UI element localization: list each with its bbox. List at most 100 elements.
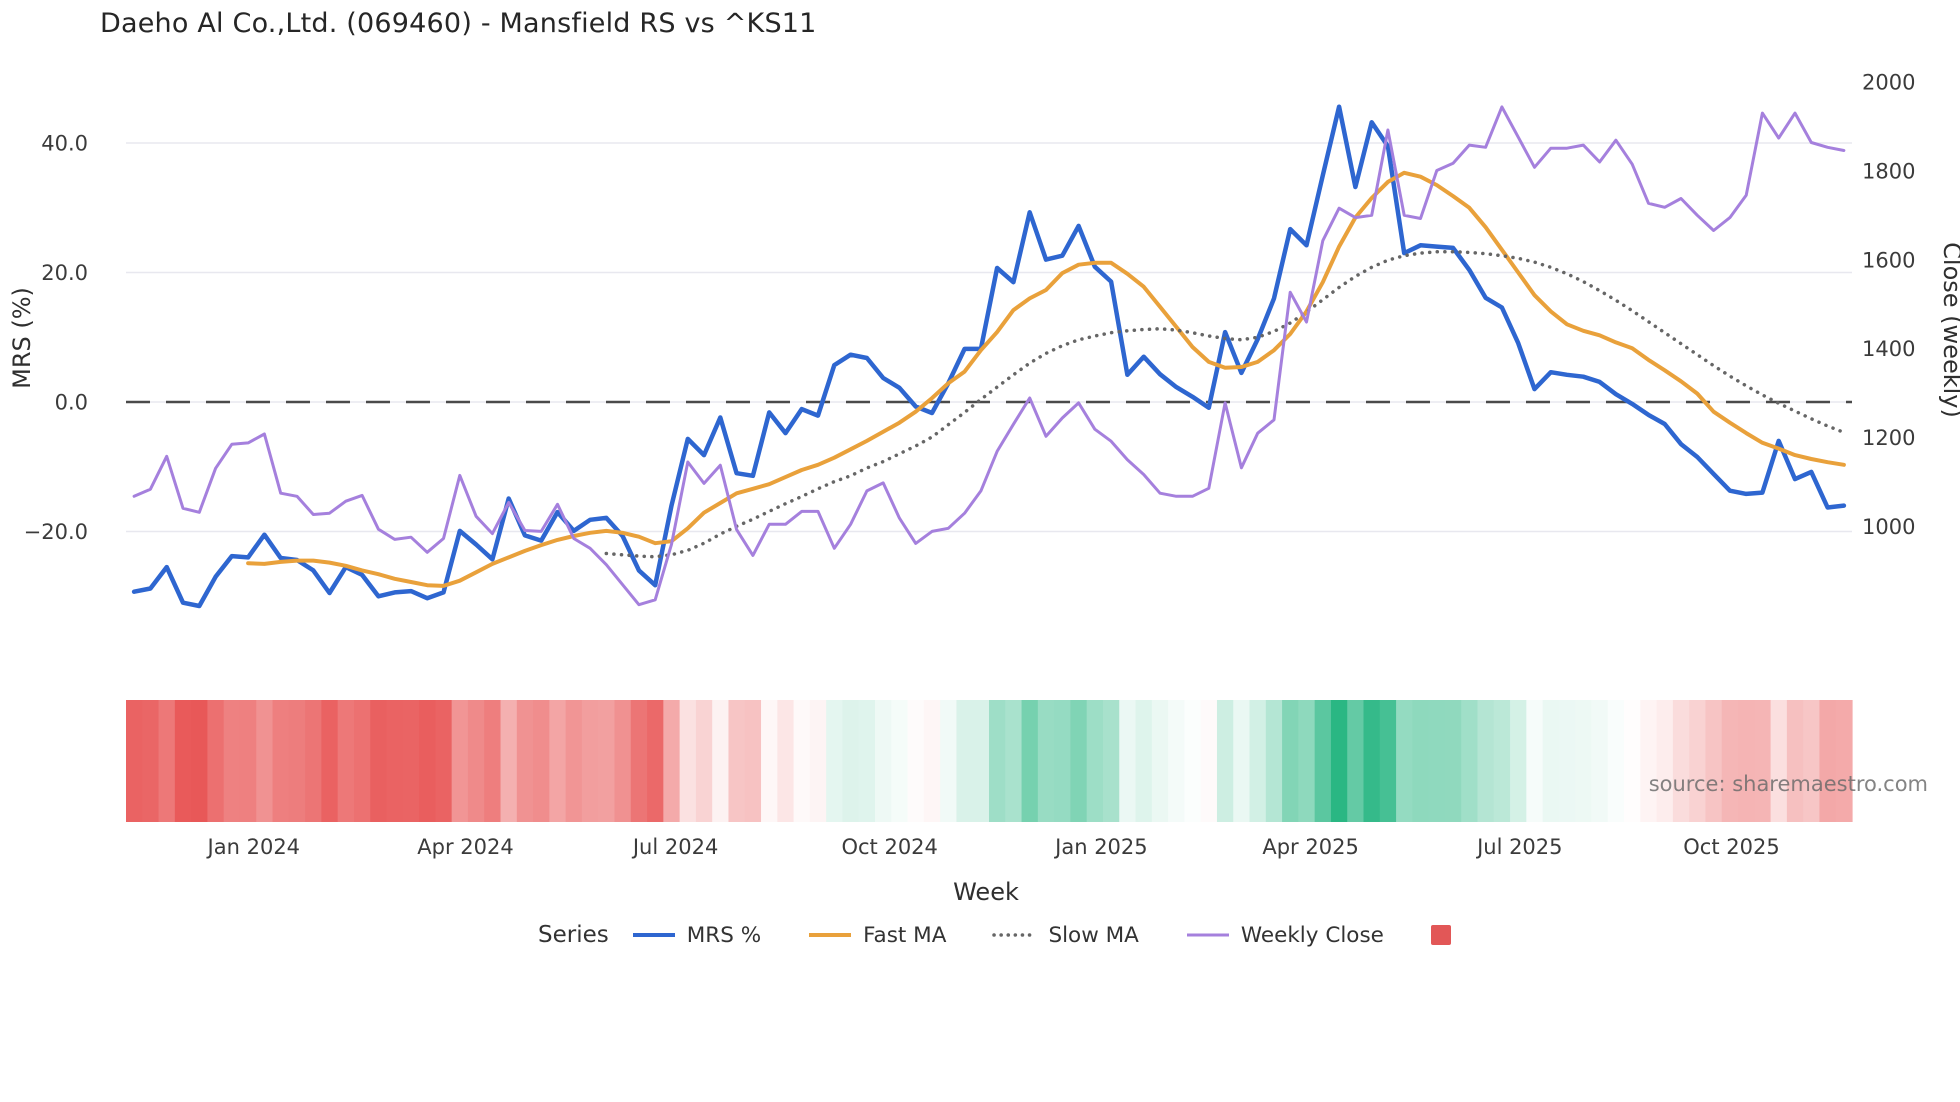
y-left-tick: −20.0 <box>24 520 88 544</box>
heatmap-cell <box>1689 700 1707 822</box>
heatmap-cell <box>923 700 941 822</box>
legend-item-label: Weekly Close <box>1240 922 1384 948</box>
heatmap-cell <box>223 700 241 822</box>
heatmap-cell <box>940 700 958 822</box>
y-left-tick: 20.0 <box>41 261 88 285</box>
heatmap-cell <box>1135 700 1153 822</box>
heatmap-cell <box>1607 700 1625 822</box>
heatmap-cell <box>1640 700 1658 822</box>
heatmap-cell <box>1265 700 1283 822</box>
heatmap-cell <box>1298 700 1316 822</box>
heatmap-cell <box>842 700 860 822</box>
heatmap-cell <box>1216 700 1234 822</box>
heatmap-cell <box>1396 700 1413 822</box>
heatmap-cell <box>1233 700 1251 822</box>
heatmap-cell <box>1168 700 1185 822</box>
heatmap-cell <box>1542 700 1560 822</box>
heatmap-cell <box>207 700 225 822</box>
y-right-tick: 1800 <box>1862 159 1915 183</box>
heatmap-cell <box>1070 700 1088 822</box>
heatmap-cell <box>679 700 697 822</box>
heatmap-cell <box>305 700 322 822</box>
heatmap-cell <box>1428 700 1446 822</box>
heatmap-cell <box>1803 700 1821 822</box>
series-line-fast-ma <box>246 170 1846 588</box>
heatmap-cell <box>158 700 176 822</box>
heatmap-cell <box>1526 700 1544 822</box>
heatmap-cell <box>989 700 1006 822</box>
heatmap-cell <box>891 700 909 822</box>
heatmap-cell <box>419 700 436 822</box>
heatmap-cell <box>533 700 550 822</box>
heatmap-cell <box>353 700 371 822</box>
legend-series-label: Series <box>538 922 609 948</box>
heatmap-cell <box>647 700 664 822</box>
heatmap-cell <box>1347 700 1365 822</box>
legend-item-mrs-[interactable]: MRS % <box>631 923 761 948</box>
heatmap-cell <box>1461 700 1479 822</box>
heatmap-cell <box>174 700 192 822</box>
x-tick: Jan 2024 <box>206 835 301 859</box>
y-right-tick: 1400 <box>1862 337 1915 361</box>
heatmap-cell <box>581 700 599 822</box>
heatmap-cell <box>761 700 778 822</box>
heatmap-cell <box>191 700 209 822</box>
heatmap-cell <box>1558 700 1576 822</box>
heatmap-cell <box>500 700 518 822</box>
x-tick: Oct 2024 <box>841 835 937 859</box>
heatmap-cell <box>809 700 827 822</box>
legend-item-fast-ma[interactable]: Fast MA <box>807 923 946 948</box>
heatmap-cell <box>598 700 616 822</box>
series-line-weekly-close <box>132 105 1846 607</box>
x-tick: Apr 2025 <box>1262 835 1358 859</box>
x-tick: Jul 2024 <box>631 835 718 859</box>
heatmap-cell <box>907 700 925 822</box>
heatmap-cell <box>663 700 681 822</box>
heatmap-cell <box>1363 700 1381 822</box>
heatmap-cell <box>288 700 306 822</box>
heatmap-cell <box>614 700 632 822</box>
legend-item-label: Slow MA <box>1048 922 1139 948</box>
left-axis-ticks: 40.0 20.0 0.0 −20.0 <box>24 132 88 545</box>
heatmap-cell <box>1705 700 1723 822</box>
heatmap-cell <box>1624 700 1641 822</box>
heatmap-cell <box>1770 700 1788 822</box>
heatmap-cell <box>1054 700 1072 822</box>
heatmap-cell <box>256 700 274 822</box>
heatmap-cell <box>1200 700 1218 822</box>
heatmap-cell <box>1102 700 1120 822</box>
legend-swatch-icon <box>632 933 675 937</box>
x-axis-title: Week <box>953 878 1019 906</box>
heatmap-cell <box>1575 700 1593 822</box>
heatmap-cell <box>1021 700 1039 822</box>
chart-legend: Series MRS % Fast MA Slow MA Weekly Close <box>538 922 1508 948</box>
legend-item-slow-ma[interactable]: Slow MA <box>992 922 1139 948</box>
heatmap-cell <box>1119 700 1137 822</box>
heatmap-cell <box>695 700 713 822</box>
heatmap-cell <box>386 700 404 822</box>
heatmap-cell <box>956 700 974 822</box>
y-right-tick: 1600 <box>1862 248 1915 272</box>
heatmap-cell <box>1493 700 1511 822</box>
mrs-heatmap-strip <box>126 700 1853 822</box>
heatmap-cell <box>1282 700 1299 822</box>
source-watermark: source: sharemaestro.com <box>1648 772 1928 796</box>
heatmap-cell <box>1738 700 1755 822</box>
y-left-axis-title: MRS (%) <box>8 287 36 389</box>
series-line-slow-ma <box>604 250 1846 559</box>
legend-item-weekly-close[interactable]: Weekly Close <box>1185 923 1384 948</box>
heatmap-cell <box>516 700 534 822</box>
heatmap-cell <box>1314 700 1332 822</box>
heatmap-cell <box>1835 700 1853 822</box>
heatmap-cell <box>1444 700 1462 822</box>
legend-item-label: Fast MA <box>863 922 947 948</box>
heatmap-cell <box>630 700 648 822</box>
heatmap-cell <box>972 700 990 822</box>
x-tick: Jul 2025 <box>1475 835 1562 859</box>
heatmap-cell <box>1477 700 1495 822</box>
heatmap-cell <box>826 700 844 822</box>
y-right-tick: 1200 <box>1862 426 1915 450</box>
legend-item-heat-strip[interactable] <box>1430 924 1462 946</box>
heatmap-cell <box>1412 700 1430 822</box>
heatmap-cell <box>1591 700 1609 822</box>
